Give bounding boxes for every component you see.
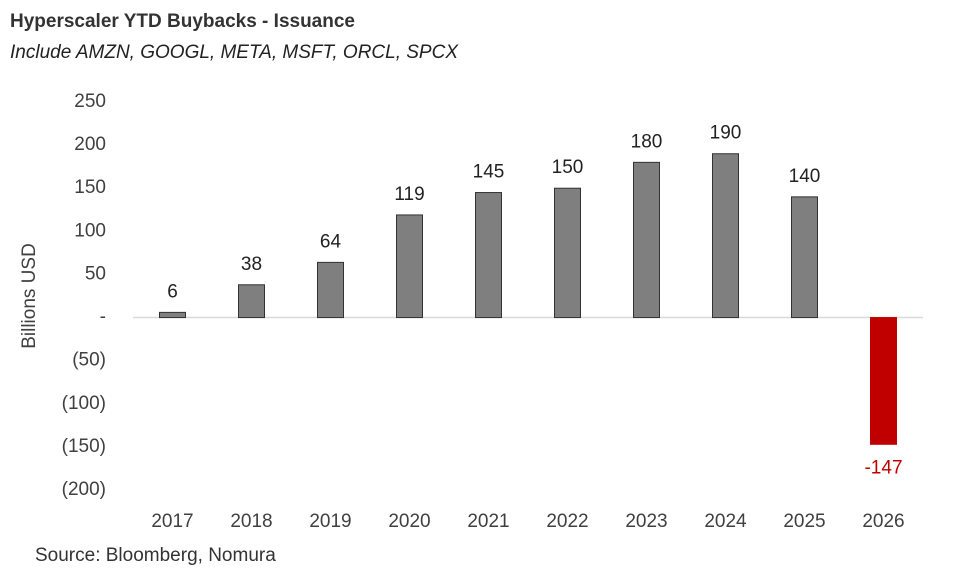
x-tick-label: 2019 (309, 511, 351, 532)
data-label: 140 (789, 166, 821, 187)
bar (159, 311, 186, 319)
y-tick-label: 50 (85, 263, 106, 284)
data-label: 119 (394, 184, 424, 205)
x-tick-label: 2017 (151, 511, 193, 532)
bar (554, 187, 581, 319)
bar (870, 317, 897, 445)
data-label: 190 (710, 123, 742, 144)
bar (633, 161, 660, 319)
data-label: 38 (241, 254, 262, 275)
y-tick-label: (100) (62, 393, 106, 414)
y-axis-label: Billions USD (19, 243, 40, 349)
y-tick-label: (150) (62, 436, 106, 457)
y-tick-label: - (100, 307, 106, 328)
data-label: -147 (864, 457, 902, 478)
y-tick-label: (200) (62, 479, 106, 500)
x-tick-label: 2018 (230, 511, 272, 532)
x-tick-label: 2022 (546, 511, 588, 532)
bar (475, 192, 502, 319)
y-tick-label: 250 (74, 91, 106, 112)
bar (712, 153, 739, 319)
x-tick-label: 2024 (704, 511, 747, 532)
y-tick-label: 100 (74, 220, 106, 241)
y-tick-label: (50) (72, 350, 106, 371)
x-tick-label: 2023 (625, 511, 667, 532)
source-note: Source: Bloomberg, Nomura (35, 545, 276, 566)
bar (317, 261, 344, 319)
chart-title: Hyperscaler YTD Buybacks - Issuance (10, 11, 355, 32)
bar (791, 196, 818, 319)
data-label: 64 (320, 231, 342, 252)
data-label: 150 (552, 157, 584, 178)
chart-subtitle: Include AMZN, GOOGL, META, MSFT, ORCL, S… (10, 42, 459, 63)
y-tick-label: 200 (74, 134, 106, 155)
x-tick-label: 2021 (467, 511, 509, 532)
x-tick-label: 2020 (388, 511, 430, 532)
data-label: 145 (473, 162, 505, 183)
data-label: 180 (631, 131, 663, 152)
bar (396, 214, 423, 319)
x-tick-label: 2025 (783, 511, 825, 532)
x-tick-label: 2026 (862, 511, 904, 532)
data-label: 6 (167, 281, 178, 302)
y-tick-label: 150 (74, 177, 106, 198)
bar (238, 284, 265, 319)
